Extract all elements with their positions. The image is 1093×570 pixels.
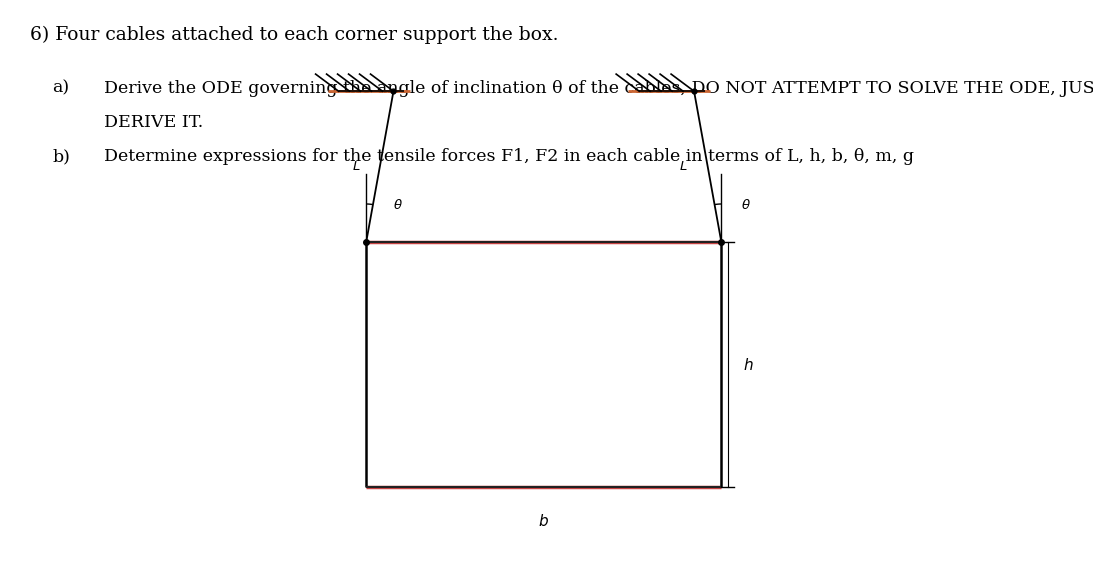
Text: $b$: $b$ bbox=[538, 513, 550, 529]
Text: Derive the ODE governing the angle of inclination θ of the cables, DO NOT ATTEMP: Derive the ODE governing the angle of in… bbox=[104, 80, 1093, 97]
Text: $h$: $h$ bbox=[743, 357, 754, 373]
Text: $\theta$: $\theta$ bbox=[741, 198, 751, 212]
Text: b): b) bbox=[52, 148, 70, 165]
Text: 6) Four cables attached to each corner support the box.: 6) Four cables attached to each corner s… bbox=[30, 26, 559, 44]
Text: DERIVE IT.: DERIVE IT. bbox=[104, 114, 203, 131]
Text: a): a) bbox=[52, 80, 70, 97]
Text: $L$: $L$ bbox=[352, 160, 361, 173]
Text: $\theta$: $\theta$ bbox=[393, 198, 403, 212]
Text: $L$: $L$ bbox=[680, 160, 689, 173]
Text: Determine expressions for the tensile forces F1, F2 in each cable in terms of L,: Determine expressions for the tensile fo… bbox=[104, 148, 914, 165]
